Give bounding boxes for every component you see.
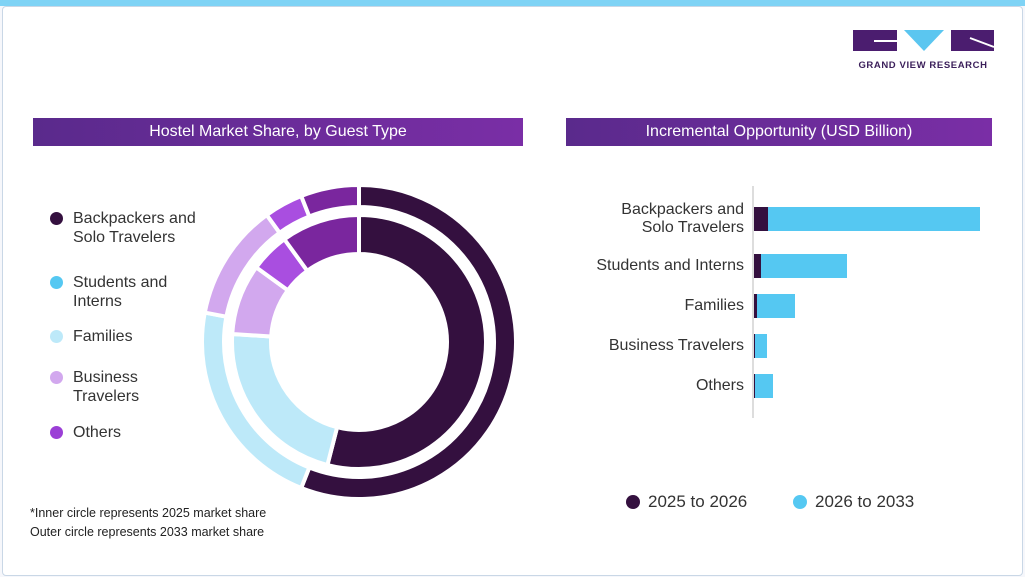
top-bar: [0, 0, 1025, 6]
bar-segment: [754, 254, 761, 278]
donut-segment: [298, 182, 361, 220]
annotation: Outer circle represents 2033 market shar…: [30, 525, 265, 539]
legend-label: Families: [73, 328, 133, 345]
y-tick-label: Backpackers and Solo Travelers: [621, 201, 744, 236]
legend-label: 2025 to 2026: [648, 492, 748, 511]
legend-swatch: [50, 276, 63, 289]
panel: [2, 6, 1023, 576]
y-tick-label: Business Travelers: [608, 337, 744, 354]
legend-label: Business Travelers: [73, 369, 140, 405]
legend-swatch: [50, 426, 63, 439]
legend-swatch: [50, 371, 63, 384]
bar-segment: [754, 374, 755, 398]
legend-label: Others: [73, 424, 122, 441]
bar-segment: [754, 334, 755, 358]
legend-swatch: [50, 330, 63, 343]
logo: GRAND VIEW RESEARCH: [853, 30, 995, 71]
y-tick-label: Others: [695, 377, 744, 394]
y-tick-label: Students and Interns: [596, 257, 744, 274]
chart-title: Incremental Opportunity (USD Billion): [566, 118, 992, 146]
legend-swatch: [626, 495, 640, 509]
brand: GRAND VIEW RESEARCH: [858, 60, 987, 71]
bar-segment: [757, 294, 795, 318]
bar-segment: [755, 374, 773, 398]
legend-label: 2026 to 2033: [815, 492, 915, 511]
annotation: *Inner circle represents 2025 market sha…: [30, 506, 267, 520]
bar-segment: [768, 207, 980, 231]
legend-label: Students and Interns: [73, 274, 168, 310]
legend-swatch: [50, 212, 63, 225]
y-tick-label: Families: [684, 297, 744, 314]
donut-segment: [281, 212, 361, 274]
legend-label: Backpackers and Solo Travelers: [73, 210, 196, 246]
chart-title: Hostel Market Share, by Guest Type: [33, 118, 523, 146]
legend-swatch: [793, 495, 807, 509]
bar-segment: [761, 254, 847, 278]
bar-segment: [755, 334, 767, 358]
donut-segment: [324, 212, 488, 471]
bar-segment: [754, 294, 757, 318]
bar-segment: [754, 207, 768, 231]
